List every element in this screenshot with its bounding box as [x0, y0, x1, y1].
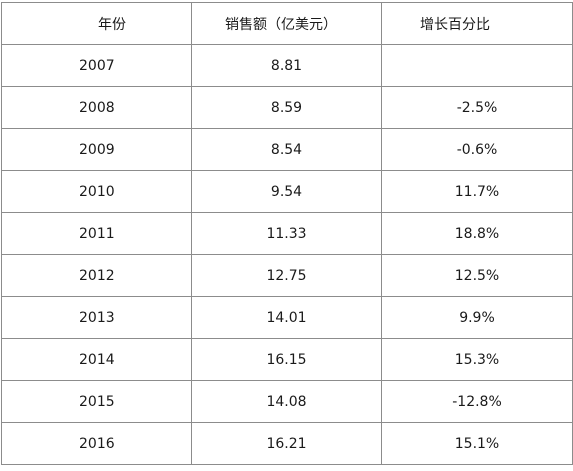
- cell-year: 2011: [1, 212, 192, 255]
- cell-growth: 11.7%: [381, 170, 573, 213]
- table-row: 2007 8.81: [1, 44, 573, 87]
- table-row: 2012 12.75 12.5%: [1, 254, 573, 297]
- cell-year: 2009: [1, 128, 192, 171]
- cell-year: 2015: [1, 380, 192, 423]
- cell-sales: 8.54: [191, 128, 382, 171]
- cell-year: 2010: [1, 170, 192, 213]
- cell-sales: 16.21: [191, 422, 382, 465]
- cell-year: 2014: [1, 338, 192, 381]
- cell-growth: 9.9%: [381, 296, 573, 339]
- cell-growth: 15.1%: [381, 422, 573, 465]
- cell-growth: 12.5%: [381, 254, 573, 297]
- table-row: 2008 8.59 -2.5%: [1, 86, 573, 129]
- table-row: 2009 8.54 -0.6%: [1, 128, 573, 171]
- table-row: 2016 16.21 15.1%: [1, 422, 573, 465]
- cell-growth: [381, 44, 573, 87]
- cell-sales: 9.54: [191, 170, 382, 213]
- cell-year: 2016: [1, 422, 192, 465]
- cell-year: 2007: [1, 44, 192, 87]
- table-row: 2015 14.08 -12.8%: [1, 380, 573, 423]
- cell-sales: 8.81: [191, 44, 382, 87]
- cell-sales: 12.75: [191, 254, 382, 297]
- table-row: 2010 9.54 11.7%: [1, 170, 573, 213]
- cell-sales: 11.33: [191, 212, 382, 255]
- cell-sales: 16.15: [191, 338, 382, 381]
- header-sales: 销售额（亿美元）: [191, 2, 382, 45]
- cell-year: 2013: [1, 296, 192, 339]
- cell-growth: -2.5%: [381, 86, 573, 129]
- cell-growth: 18.8%: [381, 212, 573, 255]
- header-year: 年份: [1, 2, 192, 45]
- table-row: 2011 11.33 18.8%: [1, 212, 573, 255]
- table-row: 2013 14.01 9.9%: [1, 296, 573, 339]
- table-row: 2014 16.15 15.3%: [1, 338, 573, 381]
- cell-sales: 14.01: [191, 296, 382, 339]
- cell-growth: -0.6%: [381, 128, 573, 171]
- cell-year: 2012: [1, 254, 192, 297]
- cell-growth: 15.3%: [381, 338, 573, 381]
- cell-growth: -12.8%: [381, 380, 573, 423]
- header-growth: 增长百分比: [381, 2, 573, 45]
- table-header-row: 年份 销售额（亿美元） 增长百分比: [1, 2, 573, 45]
- cell-sales: 14.08: [191, 380, 382, 423]
- cell-sales: 8.59: [191, 86, 382, 129]
- cell-year: 2008: [1, 86, 192, 129]
